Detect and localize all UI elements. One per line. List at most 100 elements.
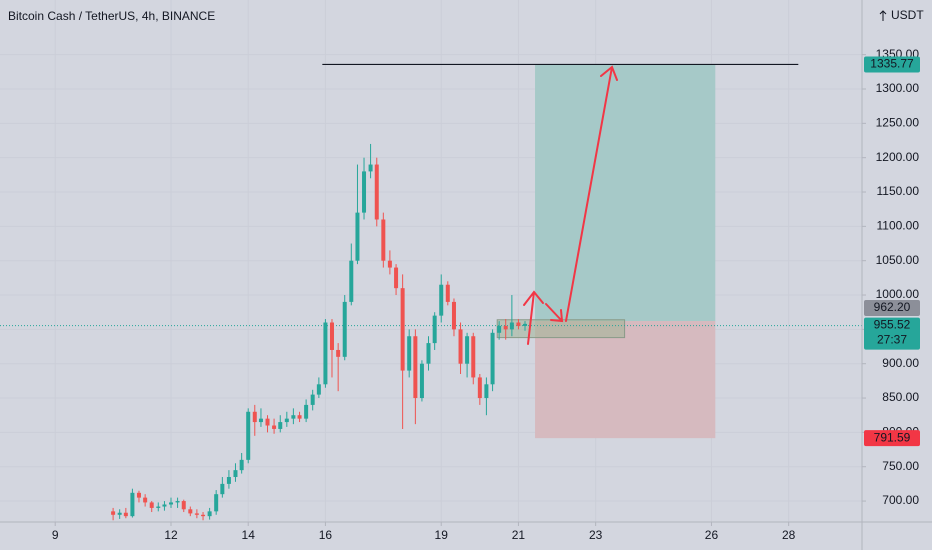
stop-badge xyxy=(864,430,920,447)
candle-body xyxy=(465,336,470,364)
x-tick-label: 9 xyxy=(52,528,59,542)
candle-body xyxy=(297,415,302,419)
candle-body xyxy=(445,284,450,302)
candle-body xyxy=(516,322,521,326)
candle-body xyxy=(374,164,379,220)
candle-body xyxy=(362,171,367,213)
candle-body xyxy=(400,288,405,371)
candle-body xyxy=(310,394,315,405)
y-tick-label: 1300.00 xyxy=(876,81,920,95)
candle-body xyxy=(130,492,135,517)
candle-body xyxy=(214,494,219,512)
stop-label: 791.59 xyxy=(874,430,911,444)
candle-body xyxy=(387,260,392,268)
candle-body xyxy=(169,502,174,505)
overlay xyxy=(0,63,862,439)
candle-body xyxy=(123,512,128,517)
candle-body xyxy=(188,509,193,514)
target-zone xyxy=(535,64,716,321)
x-tick-label: 14 xyxy=(242,528,256,542)
x-tick-label: 23 xyxy=(589,528,603,542)
x-tick-label: 28 xyxy=(782,528,796,542)
candle-body xyxy=(181,501,186,510)
y-tick-label: 1250.00 xyxy=(876,116,920,130)
candle-body xyxy=(175,501,180,503)
candle-body xyxy=(265,418,270,426)
candle-body xyxy=(201,514,206,517)
candle-body xyxy=(381,219,386,261)
candle-body xyxy=(497,325,502,333)
candle-body xyxy=(246,411,251,460)
candle-body xyxy=(426,343,431,364)
candle-body xyxy=(291,415,296,419)
target-label: 1335.77 xyxy=(870,57,914,71)
y-tick-label: 1050.00 xyxy=(876,253,920,267)
candle-body xyxy=(490,332,495,385)
candle-body xyxy=(451,301,456,330)
candle-body xyxy=(349,260,354,302)
candle-body xyxy=(323,322,328,385)
arrows xyxy=(523,65,618,345)
y-tick-label: 1150.00 xyxy=(877,184,920,198)
entry-badge xyxy=(864,299,920,316)
candle-body xyxy=(258,418,263,423)
candle-body xyxy=(316,384,321,395)
candle-body xyxy=(419,363,424,399)
candle-body xyxy=(336,349,341,357)
candle-body xyxy=(226,477,231,484)
candle-body xyxy=(329,322,334,350)
y-tick-label: 1200.00 xyxy=(876,150,920,164)
x-tick-label: 19 xyxy=(435,528,449,542)
candle-body xyxy=(522,323,527,326)
countdown-label: 27:37 xyxy=(877,333,907,347)
candles xyxy=(111,143,527,521)
candle-body xyxy=(503,325,508,330)
y-tick-label: 900.00 xyxy=(882,356,919,370)
arrow xyxy=(565,65,618,322)
range-box xyxy=(496,319,626,339)
entry-label: 962.20 xyxy=(874,300,911,314)
candle-body xyxy=(368,164,373,172)
candle-body xyxy=(477,377,482,399)
candle-body xyxy=(304,404,309,419)
candle-body xyxy=(111,511,116,515)
candle-body xyxy=(458,329,463,364)
candle-body xyxy=(413,336,418,399)
candle-body xyxy=(509,322,514,330)
candle-body xyxy=(484,384,489,399)
candle-body xyxy=(194,513,199,515)
candle-body xyxy=(355,212,360,261)
candle-body xyxy=(239,459,244,471)
last-price-badge xyxy=(864,317,920,350)
stop-zone xyxy=(535,320,716,439)
x-tick-label: 16 xyxy=(319,528,333,542)
candle-body xyxy=(272,425,277,429)
candle-body xyxy=(407,336,412,371)
candle-body xyxy=(136,492,141,498)
x-tick-label: 12 xyxy=(164,528,178,542)
candle-body xyxy=(233,470,238,478)
y-tick-label: 1000.00 xyxy=(876,287,920,301)
candle-body xyxy=(220,483,225,495)
x-tick-label: 21 xyxy=(512,528,526,542)
candle-body xyxy=(278,422,283,429)
y-tick-label: 750.00 xyxy=(882,459,919,473)
candle-body xyxy=(432,315,437,344)
candle-body xyxy=(394,267,399,289)
candle-body xyxy=(156,506,161,508)
candle-body xyxy=(162,504,167,507)
arrow xyxy=(523,290,544,345)
candle-body xyxy=(342,301,347,357)
y-tick-label: 1100.00 xyxy=(877,219,920,233)
x-tick-label: 26 xyxy=(705,528,719,542)
arrow xyxy=(545,303,564,323)
candle-body xyxy=(252,411,257,423)
candle-body xyxy=(117,512,122,515)
candle-body xyxy=(284,418,289,423)
y-tick-label: 700.00 xyxy=(882,493,919,507)
candle-body xyxy=(207,511,212,517)
candle-body xyxy=(149,502,154,508)
last-price-label: 955.52 xyxy=(874,318,911,332)
